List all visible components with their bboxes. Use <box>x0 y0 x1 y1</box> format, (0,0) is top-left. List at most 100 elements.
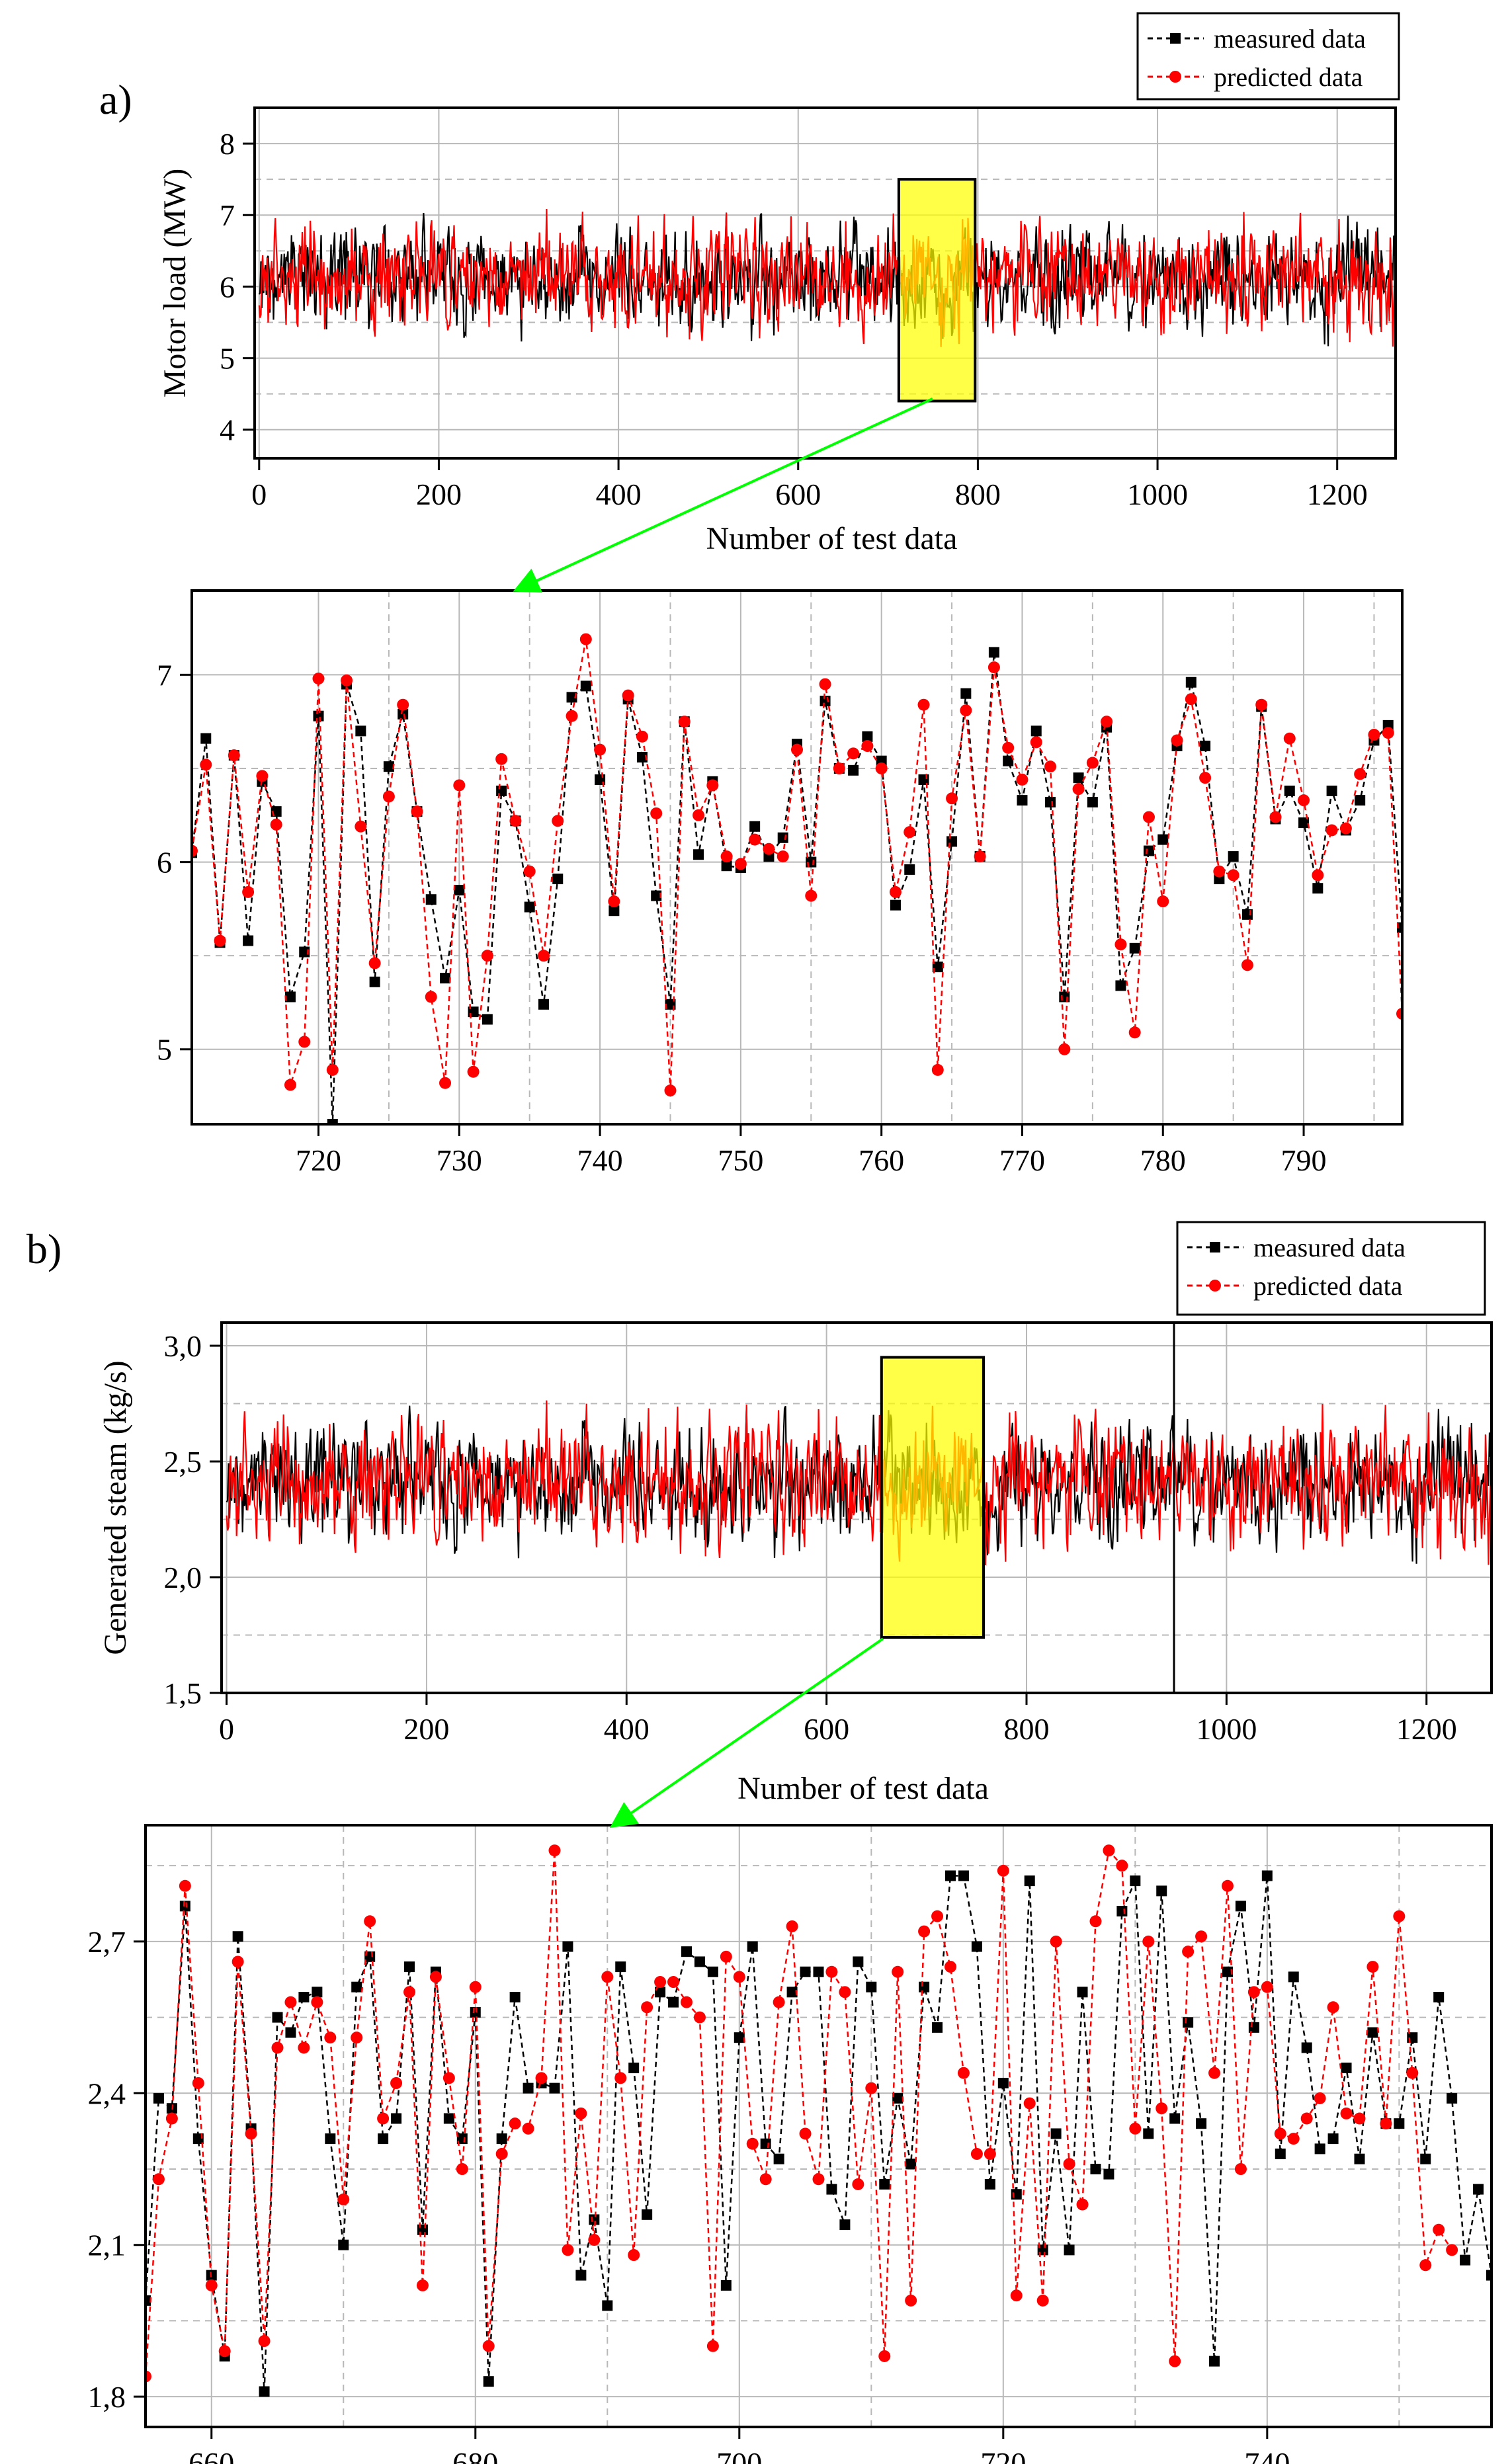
predicted-point <box>231 1955 244 1968</box>
measured-point <box>636 752 648 763</box>
measured-point <box>562 1941 573 1952</box>
series-line-predicted <box>258 208 1396 347</box>
y-tick-label: 5 <box>157 1033 172 1067</box>
legend-marker-predicted <box>1209 1280 1221 1292</box>
measured-point <box>1209 2356 1220 2367</box>
measured-point <box>892 2092 903 2104</box>
predicted-point <box>957 2067 970 2079</box>
measured-point <box>946 836 958 847</box>
measured-point <box>355 725 366 737</box>
measured-point <box>1003 755 1014 766</box>
measured-point <box>1183 2017 1194 2028</box>
predicted-point <box>706 2340 719 2352</box>
measured-point <box>538 999 549 1010</box>
predicted-point <box>377 2112 390 2125</box>
legend-marker-measured <box>1210 1242 1220 1253</box>
measured-point <box>1116 1906 1128 1916</box>
predicted-point <box>425 991 437 1003</box>
predicted-point <box>974 850 986 863</box>
predicted-point <box>1036 2294 1049 2307</box>
predicted-point <box>337 2193 350 2205</box>
x-tick-label: 740 <box>1244 2446 1290 2464</box>
x-tick-label: 1200 <box>1396 1712 1457 1746</box>
zoom-highlight-box <box>897 178 977 403</box>
measured-point <box>496 2133 507 2145</box>
measured-point <box>398 708 409 719</box>
predicted-point <box>298 1036 311 1048</box>
measured-point <box>1326 785 1337 796</box>
x-tick-label: 720 <box>296 1143 341 1177</box>
measured-point <box>988 647 999 658</box>
chart-motor-load-zoom: 720 730 740 750 760 770 780 790 5 6 7 <box>157 589 1404 1177</box>
series-line-predicted <box>226 1400 1491 1566</box>
measured-point <box>1087 796 1098 807</box>
predicted-point <box>368 957 381 969</box>
measured-point <box>1275 2149 1286 2160</box>
predicted-point <box>1283 732 1296 745</box>
predicted-point <box>548 1844 561 1857</box>
predicted-point <box>641 2001 653 2014</box>
predicted-point <box>791 743 803 756</box>
predicted-point <box>946 792 958 805</box>
measured-point <box>1420 2153 1431 2164</box>
series-line-predicted <box>146 1848 1453 2377</box>
measured-point <box>655 1987 666 1998</box>
predicted-point <box>733 1971 745 1983</box>
predicted-point <box>1221 1879 1234 1892</box>
predicted-point <box>351 2032 363 2044</box>
plot-area <box>226 1323 1491 1693</box>
measured-point <box>580 680 591 692</box>
measured-point <box>1169 2113 1181 2124</box>
measured-point <box>523 2082 534 2094</box>
measured-point <box>575 2270 587 2281</box>
measured-point <box>1261 1870 1273 1881</box>
predicted-point <box>390 2077 403 2089</box>
chart-motor-load-overview: 0 200 400 600 800 1000 1200 4 5 6 7 8 Number of test… <box>157 12 1400 556</box>
predicted-point <box>416 2279 429 2291</box>
predicted-point <box>997 1864 1009 1877</box>
predicted-point <box>509 2117 521 2130</box>
predicted-point <box>1157 895 1169 908</box>
y-tick-label: 1,5 <box>164 1676 202 1710</box>
measured-point <box>482 1014 493 1025</box>
predicted-point <box>495 753 508 765</box>
predicted-point <box>833 762 845 774</box>
predicted-point <box>552 815 564 827</box>
predicted-point <box>746 2137 759 2150</box>
legend-box <box>1136 12 1400 101</box>
predicted-point <box>1396 1007 1402 1020</box>
measured-point <box>971 1941 982 1952</box>
predicted-point <box>537 950 550 962</box>
measured-point <box>642 2209 653 2220</box>
predicted-point <box>228 749 240 762</box>
measured-point <box>945 1870 956 1881</box>
measured-point <box>1298 817 1310 829</box>
measured-point <box>1486 2270 1491 2281</box>
measured-point <box>1301 2042 1312 2053</box>
predicted-point <box>258 2335 271 2347</box>
predicted-point <box>667 1976 680 1989</box>
predicted-point <box>482 2340 495 2352</box>
measured-point <box>932 962 943 973</box>
y-tick-label: 2,5 <box>164 1445 202 1479</box>
y-tick-label: 4 <box>220 413 235 447</box>
measured-point <box>146 2295 151 2306</box>
measured-point <box>483 2376 494 2387</box>
measured-point <box>351 1981 362 1992</box>
predicted-point <box>678 716 691 728</box>
measured-point <box>1196 2118 1207 2129</box>
measured-point <box>848 764 859 776</box>
measured-point <box>325 2133 336 2145</box>
measured-point <box>313 710 324 721</box>
x-tick-label: 730 <box>437 1143 482 1177</box>
legend-label: measured data <box>1253 1233 1406 1262</box>
measured-point <box>1367 2027 1378 2038</box>
predicted-point <box>819 678 831 690</box>
measured-point <box>1157 834 1169 845</box>
measured-point <box>760 2138 771 2149</box>
measured-point <box>1077 1987 1088 1998</box>
legend-label: predicted data <box>1214 62 1363 92</box>
measured-point <box>960 688 972 699</box>
predicted-point <box>1101 716 1113 728</box>
plot-frame <box>220 1321 1493 1694</box>
